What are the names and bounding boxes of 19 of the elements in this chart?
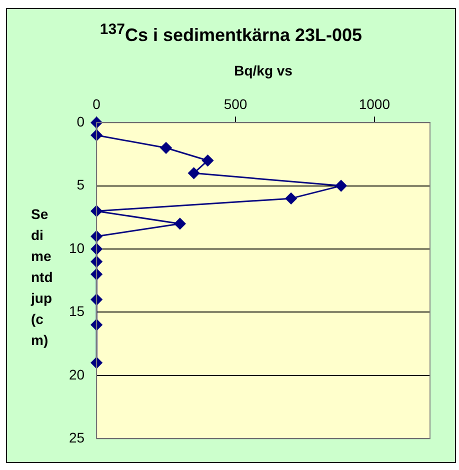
y-tick-label: 0 bbox=[76, 113, 85, 130]
point bbox=[285, 192, 297, 204]
chart-title: $^{137}$Cs i sedimentkärna 23L-005 bbox=[98, 21, 364, 46]
point bbox=[202, 154, 214, 166]
point bbox=[335, 180, 347, 192]
x-tick-label: 1000 bbox=[358, 96, 390, 112]
y-tick-label: 5 bbox=[76, 176, 85, 193]
point bbox=[160, 142, 172, 154]
x-axis-title: Bq/kg vs bbox=[234, 62, 293, 78]
x-tick-label: 500 bbox=[224, 96, 248, 112]
point bbox=[188, 167, 200, 179]
point bbox=[90, 116, 102, 128]
y-tick-label: 25 bbox=[68, 429, 85, 446]
y-tick-label: 15 bbox=[68, 303, 85, 320]
y-tick-label: 10 bbox=[68, 240, 85, 256]
x-tick-label: 0 bbox=[92, 96, 101, 112]
y-tick-label: 20 bbox=[68, 366, 85, 382]
y-axis-title: Sedimentdjup (cm) bbox=[31, 205, 54, 350]
point bbox=[174, 218, 186, 230]
